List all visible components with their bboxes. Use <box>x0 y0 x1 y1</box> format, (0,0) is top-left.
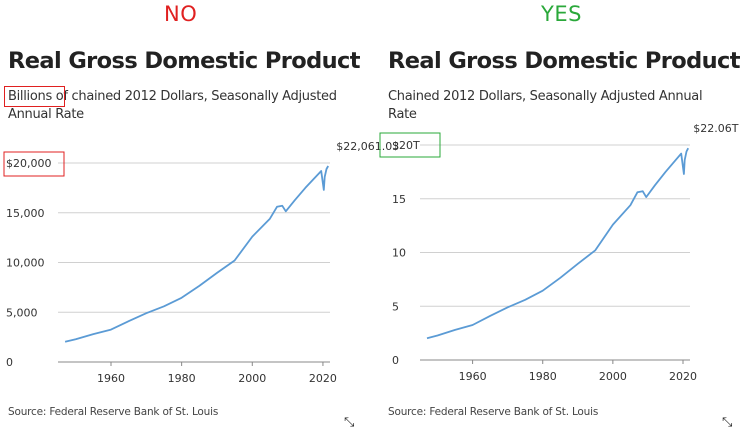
y-tick-label: $20,000 <box>6 157 52 170</box>
series-line <box>64 165 329 343</box>
y-tick-label: 10 <box>392 247 406 260</box>
highlight-box-top-tick <box>3 151 65 177</box>
source-note: Source: Federal Reserve Bank of St. Loui… <box>8 406 219 418</box>
x-tick-label: 1980 <box>168 372 196 385</box>
x-tick-label: 2000 <box>238 372 266 385</box>
y-tick-label: $20T <box>392 139 420 152</box>
diagonal-resize-icon[interactable]: ⤡ <box>344 415 355 430</box>
series-line <box>426 147 690 340</box>
end-value-label: $22,061.03 <box>336 140 399 153</box>
chart-left: 0 5,000 10,000 15,000 $20,000 1960 1980 2000 202… <box>3 140 399 385</box>
y-tick-label: 15,000 <box>6 207 45 220</box>
x-tick-label: 2020 <box>669 370 697 383</box>
highlight-box-top-tick <box>379 132 441 158</box>
end-value-label: $22.06T <box>693 122 738 135</box>
chart-subtitle: Chained 2012 Dollars, Seasonally Adjuste… <box>388 89 703 122</box>
verdict-label-yes: YES <box>541 2 582 26</box>
y-tick-label: 5,000 <box>6 306 38 319</box>
x-tick-label: 1960 <box>459 370 487 383</box>
diagonal-resize-icon[interactable]: ⤡ <box>722 415 733 430</box>
y-tick-label: 0 <box>6 356 13 369</box>
chart-title: Real Gross Domestic Product <box>388 48 740 74</box>
y-tick-label: 10,000 <box>6 257 45 270</box>
verdict-label-no: NO <box>164 2 198 26</box>
y-tick-label: 5 <box>392 300 399 313</box>
x-tick-label: 2020 <box>309 372 337 385</box>
x-tick-label: 1960 <box>97 372 125 385</box>
y-tick-label: 0 <box>392 354 399 367</box>
chart-title: Real Gross Domestic Product <box>8 48 360 74</box>
x-tick-label: 1980 <box>529 370 557 383</box>
y-tick-label: 15 <box>392 193 406 206</box>
chart-subtitle: Billions of chained 2012 Dollars, Season… <box>8 89 337 122</box>
source-note: Source: Federal Reserve Bank of St. Loui… <box>388 406 599 418</box>
x-tick-label: 2000 <box>599 370 627 383</box>
chart-right: 0 5 10 15 $20T 1960 1980 2000 2020 $22.06T <box>379 122 739 383</box>
highlight-box-subtitle-unit <box>4 86 65 107</box>
